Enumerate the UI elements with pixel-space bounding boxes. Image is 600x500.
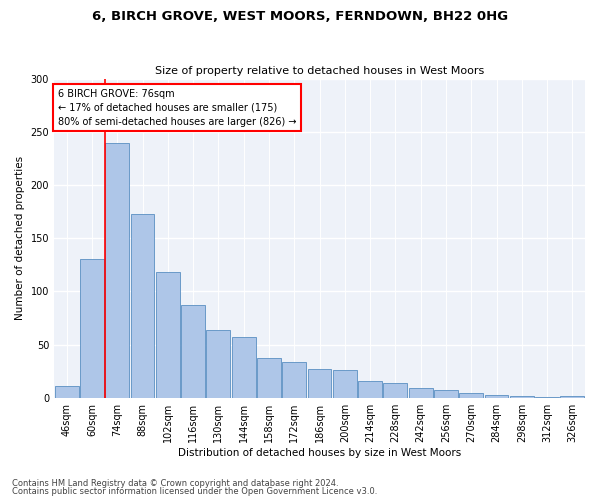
Bar <box>308 369 331 398</box>
Text: Contains HM Land Registry data © Crown copyright and database right 2024.: Contains HM Land Registry data © Crown c… <box>12 478 338 488</box>
Bar <box>485 394 508 398</box>
Bar <box>80 258 104 398</box>
Bar <box>535 396 559 398</box>
Bar <box>358 380 382 398</box>
Text: 6, BIRCH GROVE, WEST MOORS, FERNDOWN, BH22 0HG: 6, BIRCH GROVE, WEST MOORS, FERNDOWN, BH… <box>92 10 508 23</box>
Text: 6 BIRCH GROVE: 76sqm
← 17% of detached houses are smaller (175)
80% of semi-deta: 6 BIRCH GROVE: 76sqm ← 17% of detached h… <box>58 88 296 126</box>
Bar <box>409 388 433 398</box>
Bar <box>181 306 205 398</box>
Bar <box>560 396 584 398</box>
Bar <box>206 330 230 398</box>
Bar <box>460 394 483 398</box>
Bar <box>232 337 256 398</box>
X-axis label: Distribution of detached houses by size in West Moors: Distribution of detached houses by size … <box>178 448 461 458</box>
Bar <box>106 143 129 398</box>
Title: Size of property relative to detached houses in West Moors: Size of property relative to detached ho… <box>155 66 484 76</box>
Bar <box>156 272 180 398</box>
Bar <box>383 383 407 398</box>
Bar <box>510 396 534 398</box>
Bar <box>131 214 154 398</box>
Bar <box>55 386 79 398</box>
Text: Contains public sector information licensed under the Open Government Licence v3: Contains public sector information licen… <box>12 487 377 496</box>
Bar <box>333 370 357 398</box>
Bar <box>257 358 281 398</box>
Bar <box>434 390 458 398</box>
Bar <box>283 362 306 398</box>
Y-axis label: Number of detached properties: Number of detached properties <box>15 156 25 320</box>
